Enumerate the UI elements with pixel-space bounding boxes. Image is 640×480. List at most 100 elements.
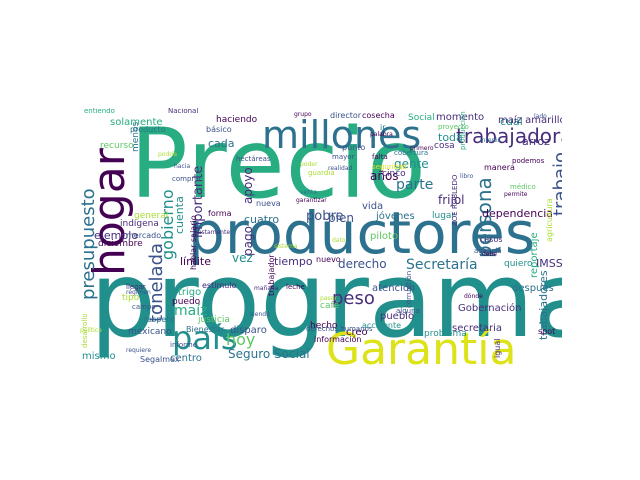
word-indigena: indígena xyxy=(120,219,159,229)
word-reportaje: reportaje xyxy=(529,232,540,278)
word-presupuesto: presupuesto xyxy=(80,188,99,300)
word-director: director xyxy=(330,111,362,120)
word-quiero: quiero xyxy=(504,259,533,269)
word-primero: primero xyxy=(410,145,434,152)
word-creo: creo xyxy=(346,327,368,338)
word-medico: médico xyxy=(510,183,536,191)
word-basico: básico xyxy=(206,125,232,134)
word-nuevo: nuevo xyxy=(316,255,341,264)
word-imss: IMSS xyxy=(536,257,562,270)
word-peso: peso xyxy=(332,288,375,309)
word-anos: años xyxy=(370,169,399,183)
word-cloud: Precio programa productores Garantía hog… xyxy=(80,108,562,370)
word-comprar: comprar xyxy=(172,175,202,183)
word-solamente: solamente xyxy=(110,117,163,128)
word-secretaria: Secretaría xyxy=(406,257,478,273)
word-garantizar: garantizar xyxy=(296,197,327,204)
word-accidente: accidente xyxy=(362,321,402,330)
word-apoyo: apoyo xyxy=(241,167,255,204)
word-disparo: disparo xyxy=(230,325,267,336)
word-justamente: justamente xyxy=(196,229,231,236)
word-precio: Precio xyxy=(130,108,427,220)
word-cosecha: cosecha xyxy=(362,111,395,120)
word-corrupcion: corrupción xyxy=(405,270,413,308)
word-gente: gente xyxy=(394,157,429,171)
word-manera: manera xyxy=(484,163,515,172)
word-garantia: Garantía xyxy=(326,324,517,371)
word-diciembre: diciembre xyxy=(98,239,143,249)
word-manana: mañana xyxy=(254,285,279,292)
word-jovenes: jóvenes xyxy=(376,211,415,222)
word-arroz: arroz xyxy=(522,135,550,148)
word-toda: toda xyxy=(438,131,463,144)
word-general: general xyxy=(134,211,169,221)
word-realidad: realidad xyxy=(328,165,353,172)
word-programa: programa xyxy=(90,239,562,361)
word-agencia: agencia xyxy=(474,247,502,255)
word-frijol: frijol xyxy=(438,193,465,207)
word-tiempo: tiempo xyxy=(274,255,313,268)
word-hacia: hacia xyxy=(174,163,191,170)
word-produccion: producción xyxy=(459,111,467,150)
word-ejemplo: ejemplo xyxy=(94,229,139,242)
word-centro: centro xyxy=(170,353,202,364)
word-derecho: derecho xyxy=(338,257,387,271)
word-hoy: hoy xyxy=(226,330,256,349)
word-informe: informe xyxy=(170,341,198,349)
word-atencion: atención xyxy=(372,283,416,294)
word-igual: igual xyxy=(493,338,502,359)
word-permite: permite xyxy=(504,191,528,198)
word-producto: producto xyxy=(130,125,166,134)
word-despues: después xyxy=(512,283,554,294)
word-mercado: mercado xyxy=(126,231,162,240)
word-bien: bien xyxy=(328,211,354,225)
word-leche: leche xyxy=(286,283,305,291)
word-cuento: cuenta xyxy=(173,196,186,234)
word-punto: punto xyxy=(342,143,366,152)
word-pago: pago xyxy=(241,226,255,256)
word-guardia: guardia xyxy=(308,169,335,177)
word-alguna: alguna xyxy=(396,307,420,315)
word-momento: momento xyxy=(436,112,485,123)
word-mayor: mayor xyxy=(332,153,355,161)
word-cobertura: cobertura xyxy=(394,149,429,157)
word-venta: venta xyxy=(300,189,318,196)
word-lado: lado xyxy=(534,113,547,120)
word-sistema: sistema xyxy=(274,243,298,250)
word-pasar: pasar xyxy=(320,295,337,302)
word-estimulo: estímulo xyxy=(202,281,237,290)
word-palabra: palabra xyxy=(370,131,393,138)
word-secretaria2: secretaria xyxy=(452,323,502,334)
word-regimen: régimen xyxy=(126,289,151,296)
word-seguro-social: Seguro Social xyxy=(228,347,310,361)
word-justicia: justicia xyxy=(198,315,230,325)
word-millones: millones xyxy=(262,113,422,157)
word-problema: problema xyxy=(424,329,467,339)
word-pais: país xyxy=(172,319,238,357)
word-politica: política xyxy=(80,327,102,334)
word-cual: cual xyxy=(500,115,523,128)
word-gobernacion: Gobernación xyxy=(458,303,522,314)
word-lugar: lugar xyxy=(432,211,456,221)
word-proyecto: proyecto xyxy=(438,123,469,131)
word-agricultura: agricultura xyxy=(545,198,554,242)
word-social: Social xyxy=(408,113,435,123)
word-haciendo: haciendo xyxy=(216,115,258,125)
word-maiz-amarillo: maíz amarillo xyxy=(498,115,562,126)
word-dato: dato xyxy=(332,237,346,244)
word-podria: podría xyxy=(158,151,178,158)
word-cada: cada xyxy=(208,137,235,150)
word-informacion: información xyxy=(314,335,362,344)
word-falta: falta xyxy=(372,153,388,161)
word-forma: forma xyxy=(208,209,232,218)
word-podemos: podemos xyxy=(512,157,545,165)
word-campo: campo xyxy=(132,303,156,311)
word-pobre: pobre xyxy=(306,209,344,224)
word-limite: límite xyxy=(180,255,211,268)
word-respeto: respeto xyxy=(144,315,175,324)
word-hecho: hecho xyxy=(310,321,338,331)
word-spot: spot xyxy=(538,327,556,336)
word-vez: vez xyxy=(232,251,253,265)
word-hectareas: hectáreas xyxy=(236,155,271,163)
word-hablar-salario: hablar salario xyxy=(189,215,198,270)
